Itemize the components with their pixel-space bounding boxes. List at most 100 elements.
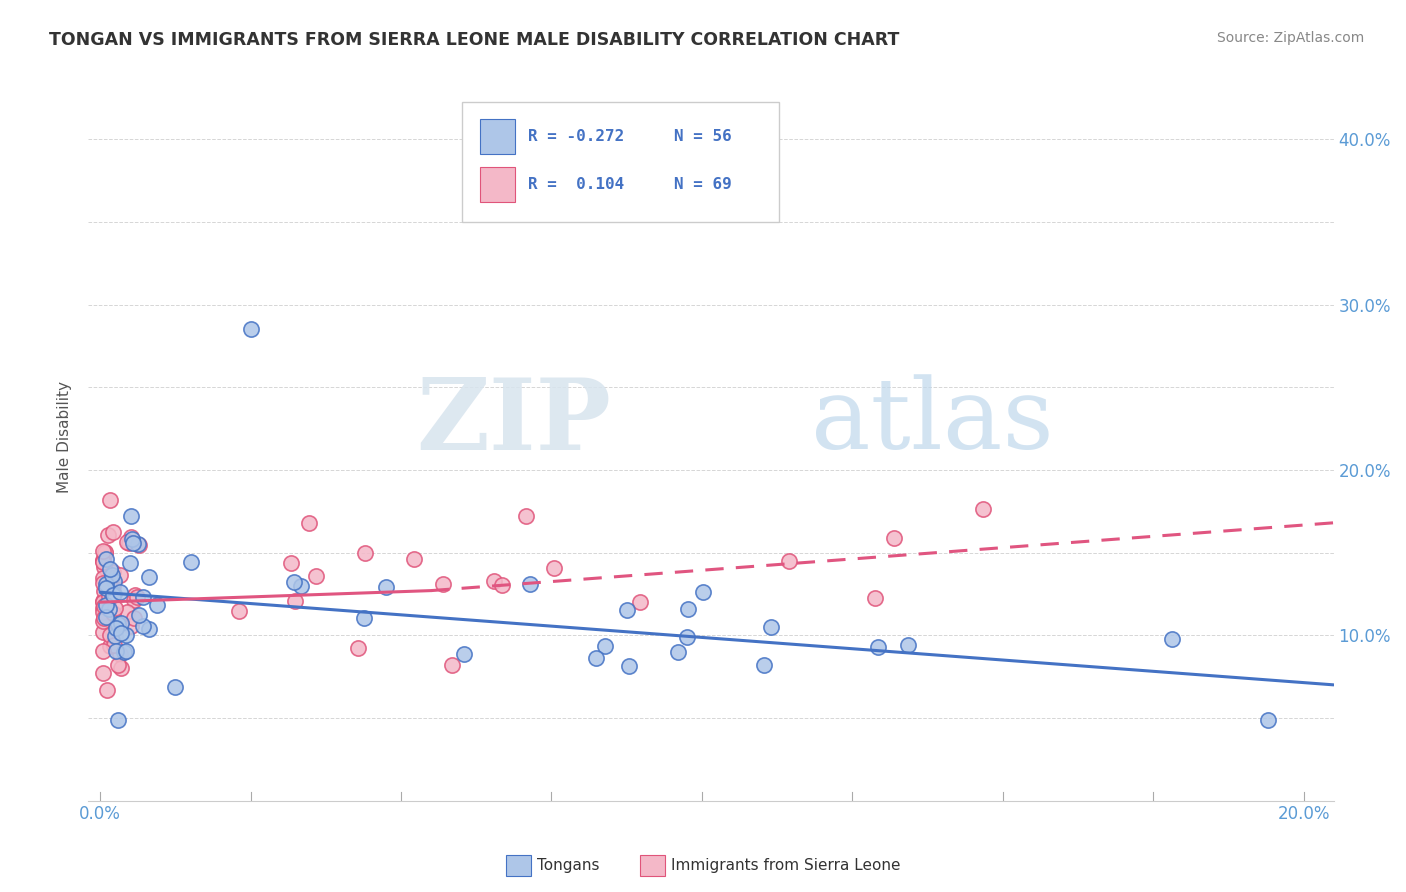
Point (897, 638, 920, 652)
Point (103, 607, 125, 621)
Point (118, 536, 141, 550)
Point (98, 492, 121, 507)
Point (91, 605, 114, 619)
Point (91, 553, 114, 567)
Point (103, 587, 125, 601)
Point (402, 552, 425, 566)
Point (110, 626, 132, 640)
Point (972, 502, 994, 516)
Text: Source: ZipAtlas.com: Source: ZipAtlas.com (1216, 31, 1364, 45)
Point (108, 647, 131, 661)
Point (138, 622, 160, 636)
Point (1257, 713, 1279, 727)
Bar (481, 167, 516, 202)
Point (101, 588, 124, 602)
Point (353, 611, 375, 625)
Point (298, 516, 321, 530)
Point (110, 661, 132, 675)
Text: N = 56: N = 56 (673, 128, 731, 144)
Point (121, 532, 143, 546)
Point (543, 561, 565, 575)
Point (91, 595, 114, 609)
Point (96, 528, 118, 542)
Point (515, 509, 537, 524)
Point (676, 630, 699, 644)
Point (239, 322, 262, 336)
Point (101, 568, 124, 582)
Point (112, 645, 135, 659)
Point (104, 629, 127, 643)
Point (180, 555, 202, 569)
Point (354, 546, 377, 560)
Point (145, 598, 167, 612)
Point (91, 555, 114, 569)
Point (110, 567, 132, 582)
Point (1160, 632, 1182, 646)
Point (101, 627, 124, 641)
Point (128, 538, 150, 552)
Point (676, 601, 699, 615)
Point (115, 628, 138, 642)
Point (115, 534, 138, 549)
Point (284, 594, 307, 608)
Text: ZIP: ZIP (416, 374, 612, 471)
Point (98, 601, 121, 615)
Point (91, 544, 114, 558)
Point (93, 611, 115, 625)
Point (752, 658, 775, 673)
Point (305, 568, 328, 582)
Point (692, 584, 714, 599)
Point (107, 617, 129, 632)
Point (108, 585, 131, 599)
Point (91, 614, 114, 628)
Point (93, 560, 115, 574)
Point (122, 611, 145, 625)
Point (128, 608, 150, 623)
Point (98, 562, 121, 576)
Point (122, 593, 145, 607)
Point (100, 588, 122, 602)
Point (97, 578, 120, 592)
Point (104, 621, 127, 635)
Point (94, 545, 117, 559)
Point (165, 681, 187, 695)
Point (132, 618, 155, 632)
Point (491, 577, 513, 591)
Point (290, 579, 312, 593)
Point (98, 628, 121, 642)
Text: R =  0.104: R = 0.104 (527, 177, 624, 192)
Point (107, 713, 129, 727)
Text: atlas: atlas (810, 375, 1053, 470)
Point (91, 594, 114, 608)
Bar (481, 119, 516, 153)
Text: Tongans: Tongans (537, 858, 599, 872)
Point (107, 658, 129, 673)
Point (110, 615, 132, 630)
Point (115, 643, 138, 657)
Point (93, 599, 115, 614)
Point (96, 610, 118, 624)
Point (104, 643, 127, 657)
Point (96, 582, 118, 596)
Point (101, 565, 124, 579)
Point (104, 601, 127, 615)
Point (778, 554, 800, 568)
Point (91, 553, 114, 567)
Point (440, 658, 463, 673)
Point (519, 577, 541, 591)
Point (101, 525, 124, 540)
Y-axis label: Male Disability: Male Disability (58, 381, 72, 492)
Point (593, 639, 616, 653)
Point (91, 601, 114, 615)
Point (97, 589, 120, 603)
Point (374, 580, 396, 594)
Point (432, 576, 454, 591)
Point (120, 618, 142, 632)
Point (280, 556, 302, 570)
Point (127, 537, 149, 551)
Point (616, 602, 638, 616)
Point (482, 574, 505, 588)
Point (103, 574, 125, 588)
Text: N = 69: N = 69 (673, 177, 731, 192)
Point (94, 546, 117, 560)
